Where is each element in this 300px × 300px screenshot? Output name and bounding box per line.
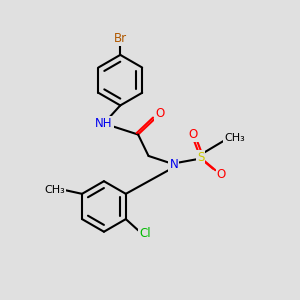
Text: O: O — [217, 168, 226, 181]
Text: O: O — [155, 107, 164, 120]
Text: S: S — [197, 151, 204, 164]
Text: O: O — [189, 128, 198, 141]
Text: NH: NH — [95, 117, 113, 130]
Text: N: N — [169, 158, 178, 171]
Text: Br: Br — [114, 32, 127, 45]
Text: Cl: Cl — [139, 227, 151, 241]
Text: CH₃: CH₃ — [224, 133, 245, 143]
Text: CH₃: CH₃ — [44, 185, 65, 195]
